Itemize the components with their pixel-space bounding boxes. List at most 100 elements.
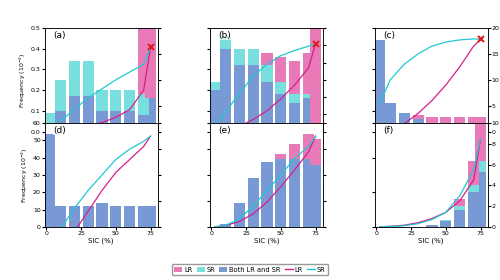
Bar [426,225,438,227]
Bar [412,115,424,119]
Text: (c): (c) [383,31,395,40]
Bar [262,82,272,132]
Bar [82,206,94,227]
Bar [262,65,272,82]
Bar [68,206,80,227]
Bar [110,90,122,111]
Bar [96,111,108,132]
Bar [475,120,486,161]
Text: (b): (b) [218,31,230,40]
Bar [468,185,479,192]
Bar [124,90,136,111]
X-axis label: SIC (%): SIC (%) [88,237,114,244]
Y-axis label: Frequency (10$^{-2}$): Frequency (10$^{-2}$) [20,147,30,203]
Text: (a): (a) [53,31,66,40]
Bar [289,94,300,102]
Text: (d): (d) [53,126,66,135]
Bar [475,172,486,227]
Bar [454,206,466,209]
Bar [374,40,386,132]
Bar [220,36,231,49]
Bar [303,99,314,132]
Bar [276,57,286,82]
Bar [289,160,300,227]
Bar [145,99,156,132]
X-axis label: SIC (%): SIC (%) [254,237,279,244]
Bar [276,94,286,132]
Bar [440,220,452,221]
Bar [440,123,452,132]
Bar [303,160,314,227]
X-axis label: SIC (%): SIC (%) [88,142,114,149]
Bar [44,113,56,123]
Bar [124,111,136,132]
Bar [262,162,272,227]
Bar [475,161,486,172]
Bar [110,206,122,227]
Bar [468,117,479,125]
Bar [276,154,286,160]
Bar [54,206,66,227]
Bar [440,221,452,227]
Bar [138,115,149,132]
Bar [44,134,56,227]
X-axis label: SIC (%): SIC (%) [418,142,444,149]
Bar [289,102,300,132]
Legend: LR, SR, Both LR and SR, LR, SR: LR, SR, Both LR and SR, LR, SR [172,264,328,275]
Bar [82,61,94,96]
Bar [310,165,321,227]
Bar [96,90,108,111]
Bar [234,204,244,227]
Text: (f): (f) [383,126,393,135]
Bar [54,111,66,132]
Bar [138,206,149,227]
Bar [220,224,231,227]
Bar [468,161,479,185]
Bar [303,134,314,160]
Bar [234,65,244,132]
Bar [234,49,244,65]
Bar [44,123,56,132]
Bar [248,49,258,65]
Bar [454,209,466,227]
Bar [454,123,466,132]
Bar [220,49,231,132]
Bar [440,117,452,123]
Bar [110,111,122,132]
Bar [68,61,80,96]
Bar [303,94,314,99]
Bar [303,53,314,94]
Bar [145,206,156,227]
Bar [310,24,321,123]
Bar [310,123,321,132]
Bar [398,113,409,132]
Bar [276,160,286,227]
Bar [54,80,66,111]
Bar [210,82,220,90]
Bar [276,82,286,94]
Bar [289,61,300,94]
Bar [68,96,80,132]
Bar [454,199,466,206]
X-axis label: SIC (%): SIC (%) [418,237,444,244]
Bar [475,125,486,132]
Bar [310,139,321,165]
Bar [248,65,258,132]
Bar [426,123,438,132]
Y-axis label: Frequency (10$^{-2}$): Frequency (10$^{-2}$) [18,52,28,108]
Bar [475,117,486,125]
Bar [96,203,108,227]
Bar [384,102,396,132]
Bar [468,125,479,132]
Bar [145,0,156,99]
Bar [468,192,479,227]
Bar [138,94,149,115]
Bar [426,117,438,123]
Bar [289,144,300,160]
Bar [210,90,220,132]
Bar [124,206,136,227]
Bar [138,28,149,94]
Bar [454,117,466,123]
Bar [82,96,94,132]
Text: (e): (e) [218,126,230,135]
